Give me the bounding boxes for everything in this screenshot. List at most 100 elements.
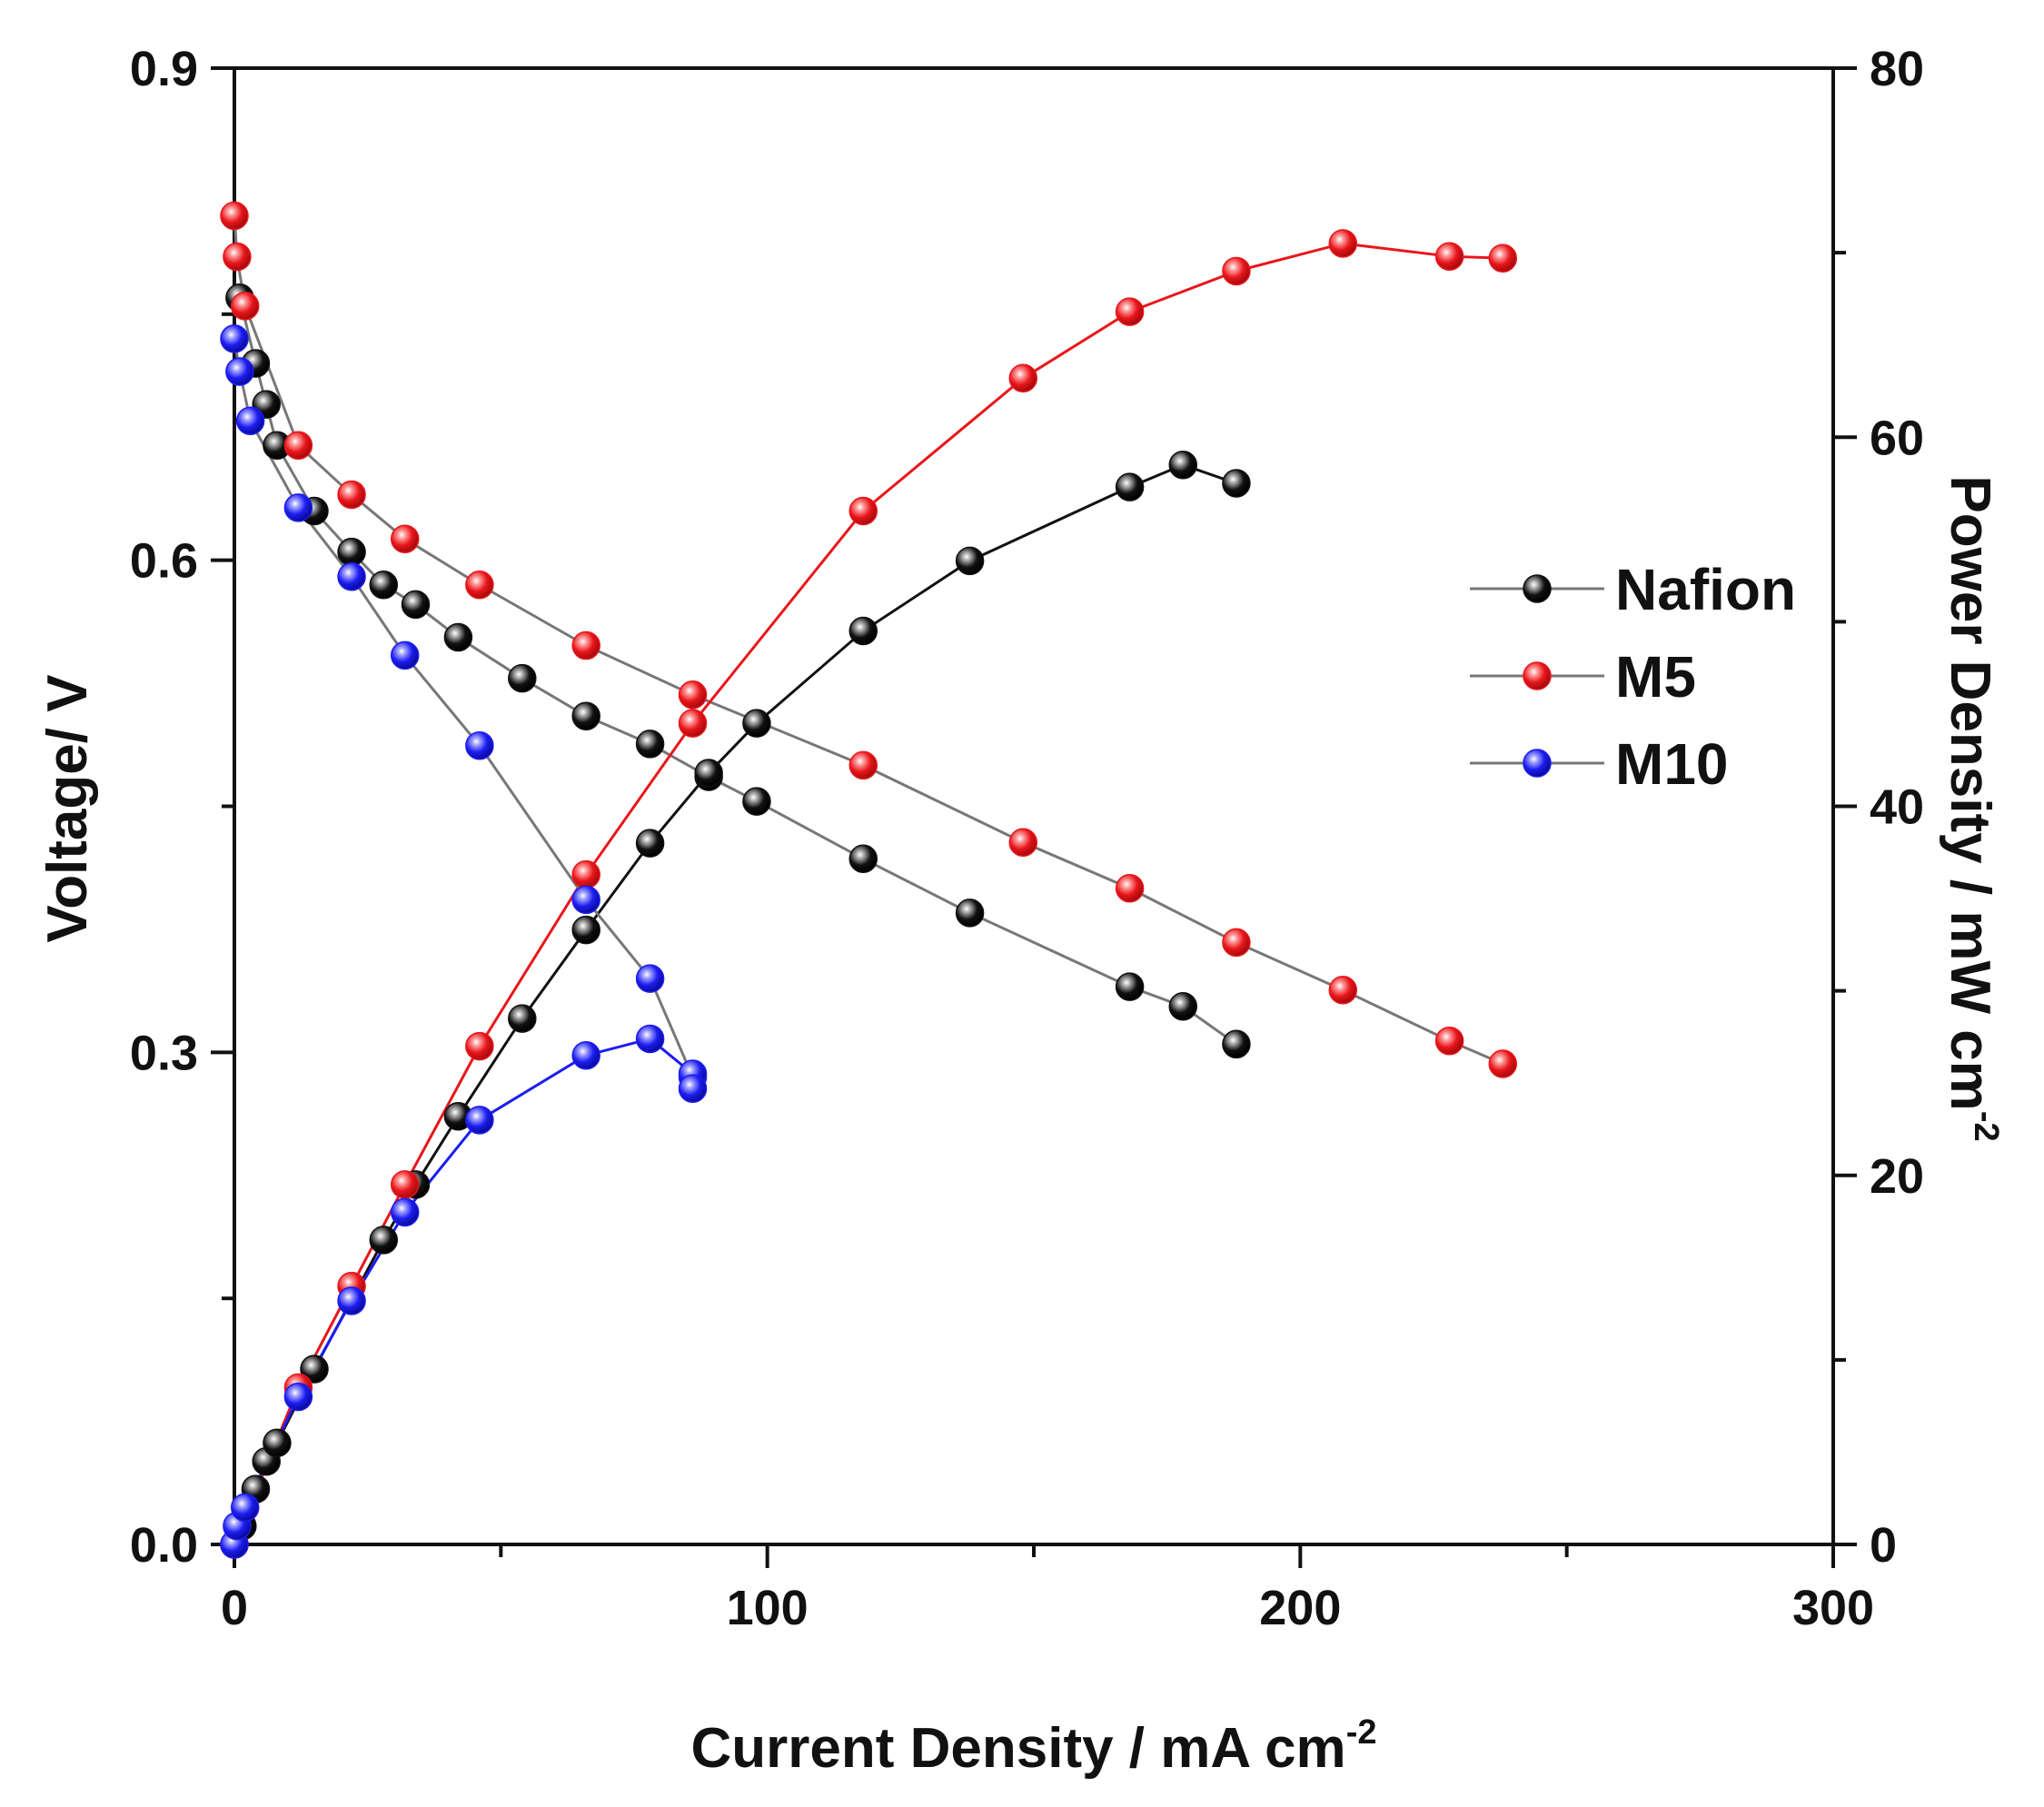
polarization-point-nafion [635,730,665,759]
power-point-nafion [571,915,600,945]
right-y-axis-title: Power Density / mW cm-2 [1939,475,2005,1141]
polarization-point-m10 [220,324,249,353]
polarization-point-m10 [465,730,494,760]
polarization-point-nafion [443,622,473,652]
power-point-nafion [1222,469,1251,498]
right-y-axis-title-superscript: -2 [1967,1111,2005,1142]
power-point-m5 [1328,229,1358,258]
power-point-m10 [390,1197,420,1227]
polarization-point-m5 [848,750,878,780]
power-point-nafion [369,1226,399,1255]
legend-marker-nafion [1523,574,1552,603]
legend: Nafion M5 M10 [1470,557,1796,797]
y-left-tick-label: 0.6 [130,534,198,589]
x-axis-title-superscript: -2 [1346,1713,1377,1752]
power-point-m5 [465,1031,494,1061]
polarization-point-m5 [337,480,366,510]
power-point-m10 [283,1382,313,1412]
polarization-point-m5 [1008,828,1038,857]
polarization-point-nafion [571,701,600,730]
x-tick-label: 200 [1259,1581,1341,1635]
power-point-m5 [571,859,600,889]
y-left-tick-label: 0.9 [130,42,198,96]
power-point-nafion [1115,472,1145,501]
legend-label-m5: M5 [1615,644,1696,710]
polarization-point-m5 [223,242,252,272]
power-point-m5 [1488,243,1518,273]
legend-label-nafion: Nafion [1615,557,1796,622]
power-point-m5 [848,496,878,526]
tick-labels: 0 100 200 300 0.0 0.3 0.6 0.9 0 20 40 60 80 [130,42,1924,1635]
polarization-point-m10 [225,357,254,386]
polarization-point-m5 [571,630,600,660]
polarization-point-nafion [508,663,537,693]
power-point-m5 [1008,363,1038,392]
power-point-nafion [848,616,878,646]
polarization-point-m5 [283,431,313,461]
polarization-point-nafion [1115,972,1145,1001]
polarization-point-m5 [1115,874,1145,903]
polarization-point-m5 [465,571,494,600]
polarization-point-nafion [369,571,399,600]
polarization-point-m5 [1488,1049,1518,1078]
polarization-point-nafion [742,787,771,816]
power-point-nafion [1168,450,1198,480]
power-point-nafion [955,546,985,576]
power-line-m5 [233,242,1503,1545]
polarization-point-nafion [955,899,985,928]
power-point-m5 [390,1170,420,1199]
y-left-tick-label: 0.0 [130,1518,198,1573]
polarization-point-nafion [848,844,878,874]
polarization-point-m10 [283,493,313,522]
polarization-point-m10 [635,964,665,993]
power-point-m10 [571,1040,600,1070]
polarization-point-nafion [337,537,366,567]
polarization-point-m10 [571,885,600,915]
power-point-m10 [337,1286,366,1316]
x-tick-label: 100 [727,1581,809,1635]
power-point-nafion [635,829,665,858]
right-y-axis-title-text: Power Density / mW cm [1939,475,2001,1110]
power-point-m5 [1222,256,1251,286]
y-right-tick-label: 20 [1870,1149,1924,1204]
power-point-m5 [678,709,708,738]
x-tick-label: 0 [221,1581,248,1635]
power-point-m5 [1115,297,1145,326]
y-left-tick-label: 0.3 [130,1026,198,1080]
polarization-point-nafion [401,590,431,620]
series-lines [233,215,1503,1545]
y-right-tick-label: 0 [1870,1518,1897,1573]
polarization-point-m10 [390,640,420,670]
power-point-nafion [263,1428,292,1458]
polarization-point-nafion [1222,1029,1251,1059]
x-axis-title-text: Current Density / mA cm [690,1717,1345,1780]
legend-marker-m5 [1523,661,1552,690]
polarization-line-nafion [238,297,1237,1046]
legend-marker-m10 [1523,749,1552,778]
power-point-m10 [635,1024,665,1054]
polarization-point-m5 [1434,1026,1464,1056]
plot-frame [233,66,1835,1546]
left-y-axis-title: Voltage/ V [36,674,99,942]
polarization-line-m5 [233,215,1503,1066]
power-point-nafion [742,709,771,738]
power-point-m10 [230,1493,260,1523]
power-point-nafion [508,1004,537,1033]
polarization-point-m5 [220,201,249,231]
polarization-point-m5 [1328,975,1358,1005]
polarization-point-m10 [337,561,366,591]
legend-label-m10: M10 [1615,731,1729,797]
y-right-tick-label: 80 [1870,42,1924,96]
y-right-tick-label: 60 [1870,411,1924,465]
polarization-point-m5 [230,292,260,321]
power-point-m10 [678,1074,708,1104]
x-axis-title: Current Density / mA cm-2 [690,1713,1376,1780]
polarization-point-nafion [1168,992,1198,1021]
series-points [220,201,1518,1559]
power-point-m5 [1434,242,1464,271]
power-point-nafion [300,1355,329,1384]
y-right-tick-label: 40 [1870,780,1924,835]
x-tick-label: 300 [1792,1581,1874,1635]
tick-marks [211,66,1857,1568]
